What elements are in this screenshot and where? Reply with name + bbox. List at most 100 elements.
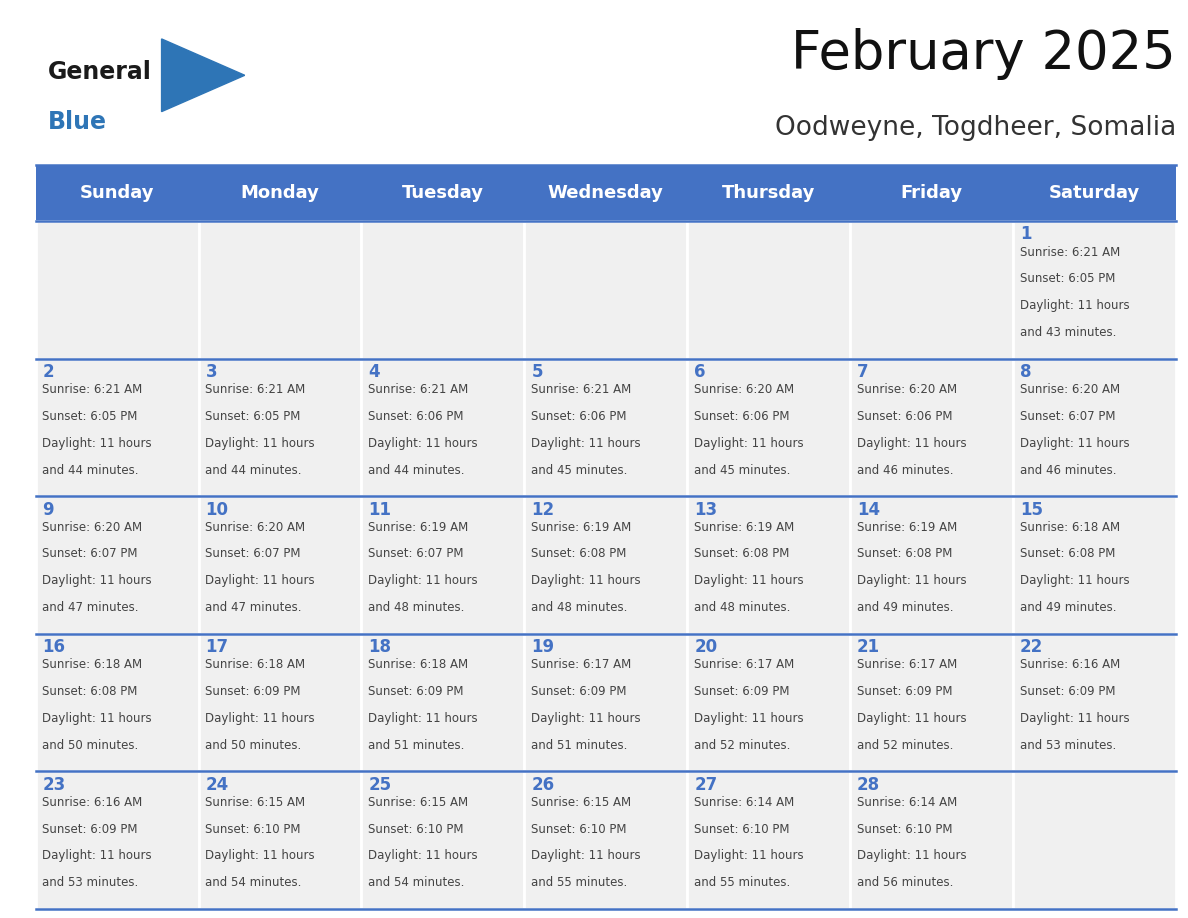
Text: 9: 9 <box>43 500 55 519</box>
Bar <box>361 496 524 633</box>
Text: 16: 16 <box>43 638 65 656</box>
Text: Tuesday: Tuesday <box>402 185 484 202</box>
Text: Sunset: 6:07 PM: Sunset: 6:07 PM <box>1020 410 1116 423</box>
Text: General: General <box>48 60 151 84</box>
Text: Daylight: 11 hours: Daylight: 11 hours <box>368 575 478 588</box>
Text: and 50 minutes.: and 50 minutes. <box>206 739 302 752</box>
Bar <box>688 221 851 359</box>
Text: and 48 minutes.: and 48 minutes. <box>531 601 627 614</box>
Text: Sunrise: 6:16 AM: Sunrise: 6:16 AM <box>43 796 143 809</box>
Bar <box>361 633 524 771</box>
Text: 1: 1 <box>1020 226 1031 243</box>
Text: Friday: Friday <box>901 185 962 202</box>
Text: Sunrise: 6:17 AM: Sunrise: 6:17 AM <box>531 658 632 671</box>
Bar <box>524 496 688 633</box>
Text: Sunset: 6:06 PM: Sunset: 6:06 PM <box>857 410 953 423</box>
Bar <box>361 771 524 909</box>
Text: and 55 minutes.: and 55 minutes. <box>694 877 790 890</box>
Text: Sunrise: 6:21 AM: Sunrise: 6:21 AM <box>531 383 632 396</box>
Text: Daylight: 11 hours: Daylight: 11 hours <box>857 711 967 725</box>
Text: Sunrise: 6:15 AM: Sunrise: 6:15 AM <box>206 796 305 809</box>
Text: Sunset: 6:10 PM: Sunset: 6:10 PM <box>206 823 301 835</box>
Polygon shape <box>162 39 245 112</box>
Text: Sunset: 6:10 PM: Sunset: 6:10 PM <box>531 823 627 835</box>
Text: and 47 minutes.: and 47 minutes. <box>206 601 302 614</box>
Text: and 44 minutes.: and 44 minutes. <box>43 464 139 476</box>
Bar <box>36 633 198 771</box>
Text: and 45 minutes.: and 45 minutes. <box>694 464 790 476</box>
Bar <box>688 771 851 909</box>
Text: 8: 8 <box>1020 363 1031 381</box>
Text: and 51 minutes.: and 51 minutes. <box>368 739 465 752</box>
Bar <box>851 221 1013 359</box>
Text: Sunset: 6:08 PM: Sunset: 6:08 PM <box>857 547 953 561</box>
Text: Oodweyne, Togdheer, Somalia: Oodweyne, Togdheer, Somalia <box>775 115 1176 141</box>
Text: 21: 21 <box>857 638 880 656</box>
Text: Sunset: 6:09 PM: Sunset: 6:09 PM <box>368 685 463 698</box>
Bar <box>198 633 361 771</box>
Text: and 44 minutes.: and 44 minutes. <box>368 464 465 476</box>
Text: Daylight: 11 hours: Daylight: 11 hours <box>368 437 478 450</box>
Text: 15: 15 <box>1020 500 1043 519</box>
Bar <box>1013 221 1176 359</box>
Text: 26: 26 <box>531 776 555 794</box>
Bar <box>1013 496 1176 633</box>
Text: and 53 minutes.: and 53 minutes. <box>43 877 139 890</box>
Text: Sunset: 6:06 PM: Sunset: 6:06 PM <box>531 410 627 423</box>
Text: Sunset: 6:10 PM: Sunset: 6:10 PM <box>694 823 790 835</box>
Bar <box>851 771 1013 909</box>
Text: Daylight: 11 hours: Daylight: 11 hours <box>857 575 967 588</box>
Text: and 52 minutes.: and 52 minutes. <box>857 739 954 752</box>
Text: and 56 minutes.: and 56 minutes. <box>857 877 954 890</box>
Text: Sunset: 6:08 PM: Sunset: 6:08 PM <box>531 547 626 561</box>
Text: Daylight: 11 hours: Daylight: 11 hours <box>43 437 152 450</box>
Text: Sunset: 6:05 PM: Sunset: 6:05 PM <box>43 410 138 423</box>
Text: Sunrise: 6:21 AM: Sunrise: 6:21 AM <box>43 383 143 396</box>
Bar <box>524 771 688 909</box>
Text: 24: 24 <box>206 776 228 794</box>
Text: 18: 18 <box>368 638 391 656</box>
Text: Daylight: 11 hours: Daylight: 11 hours <box>857 437 967 450</box>
Text: Sunset: 6:09 PM: Sunset: 6:09 PM <box>694 685 790 698</box>
Text: Daylight: 11 hours: Daylight: 11 hours <box>206 437 315 450</box>
Text: Daylight: 11 hours: Daylight: 11 hours <box>694 437 804 450</box>
Bar <box>524 633 688 771</box>
Text: Sunday: Sunday <box>80 185 154 202</box>
Text: and 50 minutes.: and 50 minutes. <box>43 739 139 752</box>
Text: and 51 minutes.: and 51 minutes. <box>531 739 627 752</box>
Text: 27: 27 <box>694 776 718 794</box>
Text: 28: 28 <box>857 776 880 794</box>
Text: Saturday: Saturday <box>1049 185 1140 202</box>
Text: 11: 11 <box>368 500 391 519</box>
Text: Sunrise: 6:21 AM: Sunrise: 6:21 AM <box>1020 245 1120 259</box>
Text: Daylight: 11 hours: Daylight: 11 hours <box>694 849 804 862</box>
Text: and 48 minutes.: and 48 minutes. <box>694 601 790 614</box>
Text: 3: 3 <box>206 363 217 381</box>
Text: Monday: Monday <box>241 185 320 202</box>
Bar <box>361 221 524 359</box>
Bar <box>524 221 688 359</box>
Text: Sunrise: 6:20 AM: Sunrise: 6:20 AM <box>43 521 143 533</box>
Text: Daylight: 11 hours: Daylight: 11 hours <box>206 575 315 588</box>
Text: 17: 17 <box>206 638 228 656</box>
Bar <box>198 359 361 496</box>
Text: Sunset: 6:07 PM: Sunset: 6:07 PM <box>368 547 463 561</box>
Text: Daylight: 11 hours: Daylight: 11 hours <box>1020 575 1130 588</box>
Text: 7: 7 <box>857 363 868 381</box>
Bar <box>688 359 851 496</box>
Bar <box>688 496 851 633</box>
Text: Daylight: 11 hours: Daylight: 11 hours <box>206 849 315 862</box>
Text: Daylight: 11 hours: Daylight: 11 hours <box>1020 711 1130 725</box>
Text: Daylight: 11 hours: Daylight: 11 hours <box>694 711 804 725</box>
Text: and 44 minutes.: and 44 minutes. <box>206 464 302 476</box>
Text: Daylight: 11 hours: Daylight: 11 hours <box>43 575 152 588</box>
Bar <box>198 496 361 633</box>
Text: Sunrise: 6:16 AM: Sunrise: 6:16 AM <box>1020 658 1120 671</box>
Text: Daylight: 11 hours: Daylight: 11 hours <box>43 849 152 862</box>
Text: Sunset: 6:09 PM: Sunset: 6:09 PM <box>206 685 301 698</box>
Text: 12: 12 <box>531 500 555 519</box>
Text: and 45 minutes.: and 45 minutes. <box>531 464 627 476</box>
Text: Daylight: 11 hours: Daylight: 11 hours <box>368 711 478 725</box>
Text: Daylight: 11 hours: Daylight: 11 hours <box>1020 299 1130 312</box>
Bar <box>36 496 198 633</box>
